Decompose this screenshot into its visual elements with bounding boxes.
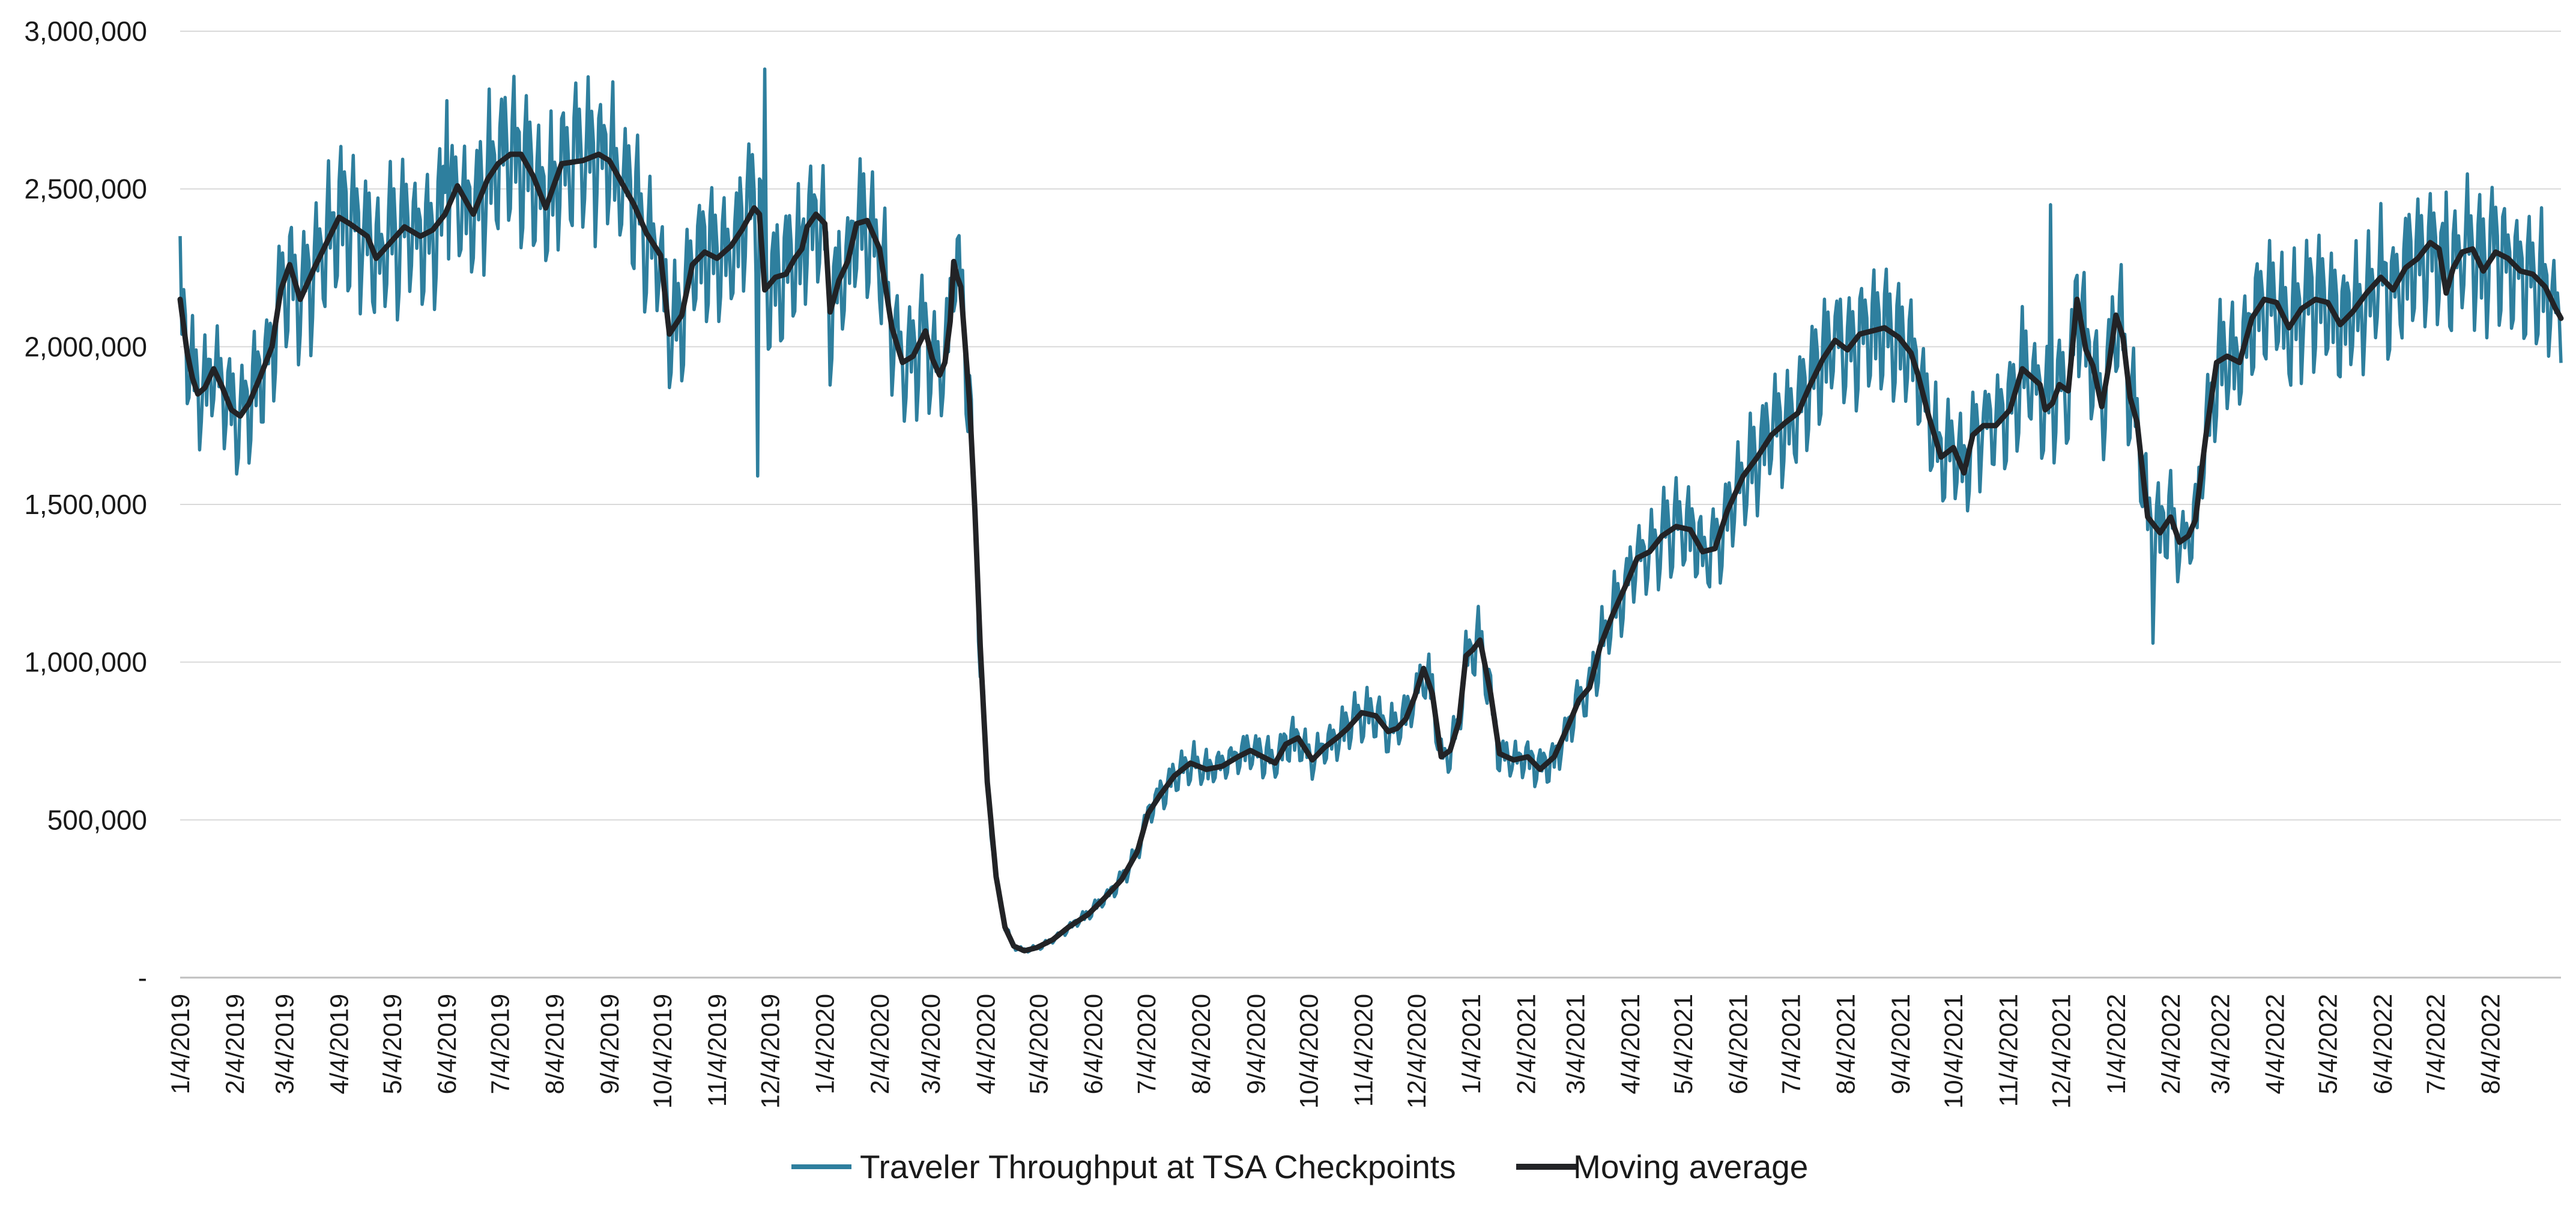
- x-tick-label: 4/4/2019: [325, 994, 354, 1094]
- x-tick-label: 4/4/2022: [2261, 994, 2290, 1094]
- x-axis-tick-labels: 1/4/2019 2/4/2019 3/4/2019 4/4/2019 5/4/2019…: [166, 994, 2505, 1109]
- x-tick-label: 7/4/2022: [2422, 994, 2451, 1094]
- x-tick-label: 10/4/2019: [649, 994, 677, 1109]
- y-tick-label: 500,000: [47, 804, 147, 835]
- x-tick-label: 5/4/2020: [1025, 994, 1054, 1094]
- x-tick-label: 5/4/2022: [2314, 994, 2343, 1094]
- y-axis-tick-labels: - 500,000 1,000,000 1,500,000 2,000,000 2,500…: [24, 16, 147, 993]
- x-tick-label: 12/4/2021: [2048, 994, 2076, 1109]
- x-tick-label: 3/4/2022: [2206, 994, 2235, 1094]
- x-tick-label: 6/4/2020: [1080, 994, 1108, 1094]
- x-tick-label: 6/4/2019: [433, 994, 462, 1094]
- x-tick-label: 6/4/2022: [2369, 994, 2398, 1094]
- x-tick-label: 5/4/2019: [378, 994, 407, 1094]
- legend-label-throughput: Traveler Throughput at TSA Checkpoints: [860, 1148, 1456, 1185]
- x-tick-label: 1/4/2019: [166, 994, 195, 1094]
- x-tick-label: 7/4/2020: [1132, 994, 1161, 1094]
- series-line-moving-average: [177, 151, 2564, 954]
- x-tick-label: 3/4/2019: [271, 994, 300, 1094]
- x-tick-label: 10/4/2021: [1940, 994, 1968, 1109]
- x-tick-label: 10/4/2020: [1295, 994, 1324, 1109]
- x-tick-label: 8/4/2022: [2476, 994, 2505, 1094]
- gridlines: [180, 31, 2561, 821]
- x-tick-label: 12/4/2019: [756, 994, 785, 1109]
- x-tick-label: 1/4/2021: [1457, 994, 1486, 1094]
- x-tick-label: 3/4/2020: [917, 994, 946, 1094]
- x-tick-label: 9/4/2019: [596, 994, 624, 1094]
- y-tick-label: 3,000,000: [24, 16, 147, 47]
- x-tick-label: 9/4/2021: [1887, 994, 1915, 1094]
- y-tick-label: 2,500,000: [24, 174, 147, 205]
- legend: Traveler Throughput at TSA Checkpoints M…: [791, 1148, 1808, 1185]
- legend-label-moving-average: Moving average: [1573, 1148, 1808, 1185]
- x-tick-label: 1/4/2022: [2102, 994, 2131, 1094]
- x-tick-label: 2/4/2022: [2157, 994, 2186, 1094]
- x-tick-label: 7/4/2021: [1777, 994, 1806, 1094]
- x-tick-label: 4/4/2020: [972, 994, 1000, 1094]
- x-tick-label: 9/4/2020: [1242, 994, 1271, 1094]
- x-tick-label: 2/4/2020: [866, 994, 895, 1094]
- x-tick-label: 8/4/2020: [1187, 994, 1216, 1094]
- x-tick-label: 12/4/2020: [1403, 994, 1432, 1109]
- x-tick-label: 11/4/2021: [1994, 994, 2023, 1107]
- series-lines: [177, 67, 2564, 954]
- y-tick-label: 2,000,000: [24, 331, 147, 362]
- x-tick-label: 8/4/2021: [1832, 994, 1861, 1094]
- y-tick-label: -: [138, 962, 147, 993]
- x-tick-label: 4/4/2021: [1616, 994, 1645, 1094]
- x-tick-label: 2/4/2019: [221, 994, 250, 1094]
- x-tick-label: 11/4/2020: [1350, 994, 1379, 1107]
- x-tick-label: 5/4/2021: [1669, 994, 1698, 1094]
- x-tick-label: 7/4/2019: [486, 994, 515, 1094]
- y-tick-label: 1,000,000: [24, 647, 147, 678]
- x-tick-label: 8/4/2019: [541, 994, 570, 1094]
- x-tick-label: 3/4/2021: [1562, 994, 1591, 1094]
- y-tick-label: 1,500,000: [24, 489, 147, 520]
- x-tick-label: 1/4/2020: [811, 994, 840, 1094]
- x-tick-label: 2/4/2021: [1512, 994, 1541, 1094]
- x-tick-label: 6/4/2021: [1724, 994, 1753, 1094]
- x-tick-label: 11/4/2019: [703, 994, 732, 1107]
